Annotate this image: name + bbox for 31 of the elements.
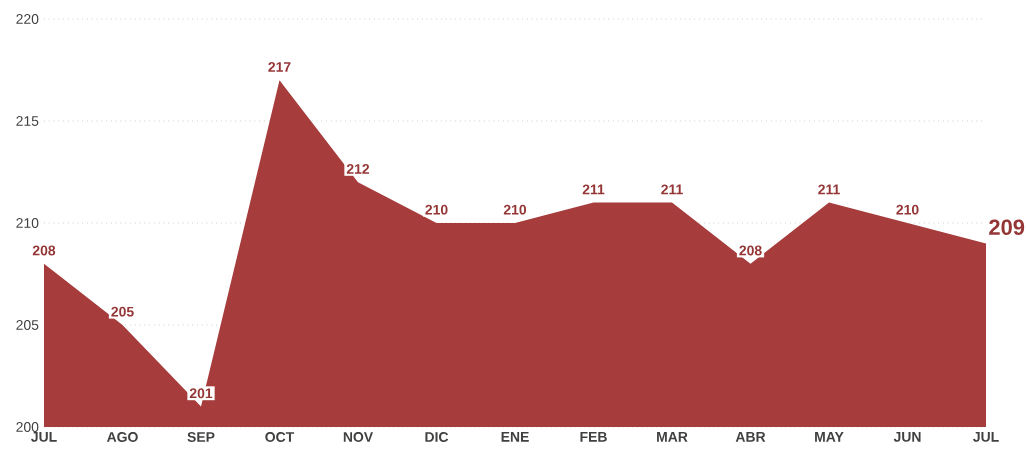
x-tick-label: AGO — [106, 432, 138, 442]
x-tick-label: FEB — [580, 432, 607, 442]
y-tick-label: 215 — [16, 116, 39, 126]
data-label: 209 — [989, 219, 1025, 236]
data-label: 211 — [818, 184, 840, 195]
x-tick-label: DIC — [425, 432, 449, 442]
data-label: 210 — [503, 204, 527, 215]
x-tick-label: JUN — [893, 432, 921, 442]
y-tick-label: 210 — [16, 218, 39, 228]
x-tick-label: JUL — [31, 432, 57, 442]
x-tick-label: MAY — [815, 432, 844, 442]
x-tick-label: ENE — [501, 432, 529, 442]
x-tick-label: JUL — [973, 432, 999, 442]
data-label: 205 — [111, 306, 134, 317]
x-tick-label: SEP — [187, 432, 215, 442]
data-label: 208 — [739, 245, 762, 256]
data-label: 211 — [661, 184, 683, 195]
x-tick-label: ABR — [735, 432, 766, 442]
data-label: 210 — [896, 204, 919, 215]
data-label: 201 — [189, 388, 213, 399]
data-label: 212 — [346, 164, 370, 174]
y-tick-label: 200 — [16, 422, 39, 432]
x-tick-label: OCT — [265, 432, 295, 442]
data-label: 210 — [425, 204, 448, 215]
x-tick-label: MAR — [657, 432, 688, 442]
data-label: 211 — [582, 184, 605, 195]
y-tick-label: 205 — [16, 320, 39, 330]
y-tick-label: 220 — [16, 14, 39, 24]
x-tick-label: NOV — [343, 432, 373, 442]
data-label: 217 — [268, 62, 291, 72]
data-label: 208 — [32, 245, 56, 256]
